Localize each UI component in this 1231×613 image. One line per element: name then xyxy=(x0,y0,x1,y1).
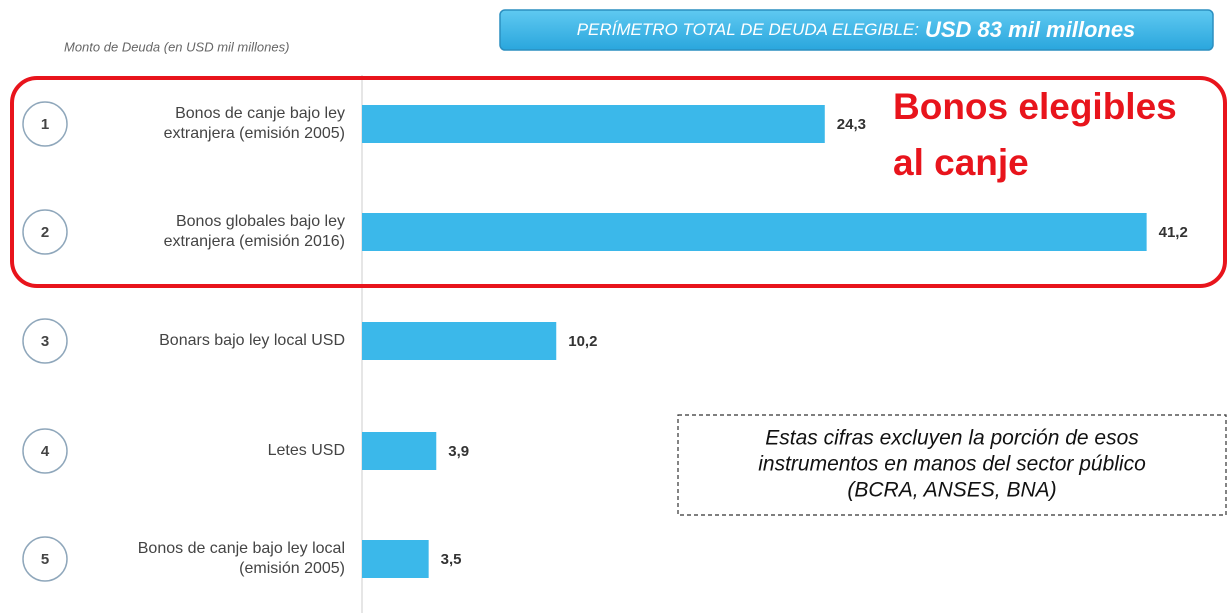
item-badge xyxy=(22,536,68,582)
highlight-label: Bonos elegibles xyxy=(893,86,1177,127)
note-text: Estas cifras excluyen la porción de esos xyxy=(765,427,1139,450)
banner xyxy=(499,9,1214,51)
item-number: 1 xyxy=(41,116,49,133)
item-number: 2 xyxy=(41,224,49,241)
value-label: 10,2 xyxy=(568,333,597,350)
item-number: 3 xyxy=(41,333,49,350)
subtitle: Monto de Deuda (en USD mil millones) xyxy=(64,39,289,54)
item-badge xyxy=(22,428,68,474)
banner-total: USD 83 mil millones xyxy=(925,17,1135,42)
note-text: (BCRA, ANSES, BNA) xyxy=(847,479,1056,502)
category-label: Bonos de canje bajo ley local xyxy=(138,540,345,557)
value-label: 41,2 xyxy=(1159,224,1188,241)
highlight-frame xyxy=(10,76,1227,288)
item-badge xyxy=(22,209,68,255)
item-badge xyxy=(22,101,68,147)
category-label: extranjera (emisión 2016) xyxy=(164,233,345,250)
category-label: extranjera (emisión 2005) xyxy=(164,125,345,142)
value-label: 24,3 xyxy=(837,116,866,133)
item-badge xyxy=(22,318,68,364)
item-number: 4 xyxy=(41,443,50,460)
value-label: 3,9 xyxy=(448,443,469,460)
category-label: (emisión 2005) xyxy=(239,560,345,577)
bar xyxy=(362,213,1147,251)
category-label: Letes USD xyxy=(268,442,345,459)
category-label: Bonos globales bajo ley xyxy=(176,213,345,230)
note-box xyxy=(677,414,1227,516)
category-label: Bonars bajo ley local USD xyxy=(159,332,345,349)
bar xyxy=(362,105,825,143)
value-label: 3,5 xyxy=(441,551,462,568)
highlight-label: al canje xyxy=(893,142,1029,183)
bar xyxy=(362,322,557,360)
item-number: 5 xyxy=(41,551,49,568)
category-label: Bonos de canje bajo ley xyxy=(175,105,345,122)
note-text: instrumentos en manos del sector público xyxy=(758,453,1146,476)
banner-lead: PERÍMETRO TOTAL DE DEUDA ELEGIBLE: xyxy=(577,20,920,39)
banner-text: PERÍMETRO TOTAL DE DEUDA ELEGIBLE: USD 83… xyxy=(577,17,1136,42)
bar xyxy=(362,432,437,470)
bar xyxy=(362,540,429,578)
